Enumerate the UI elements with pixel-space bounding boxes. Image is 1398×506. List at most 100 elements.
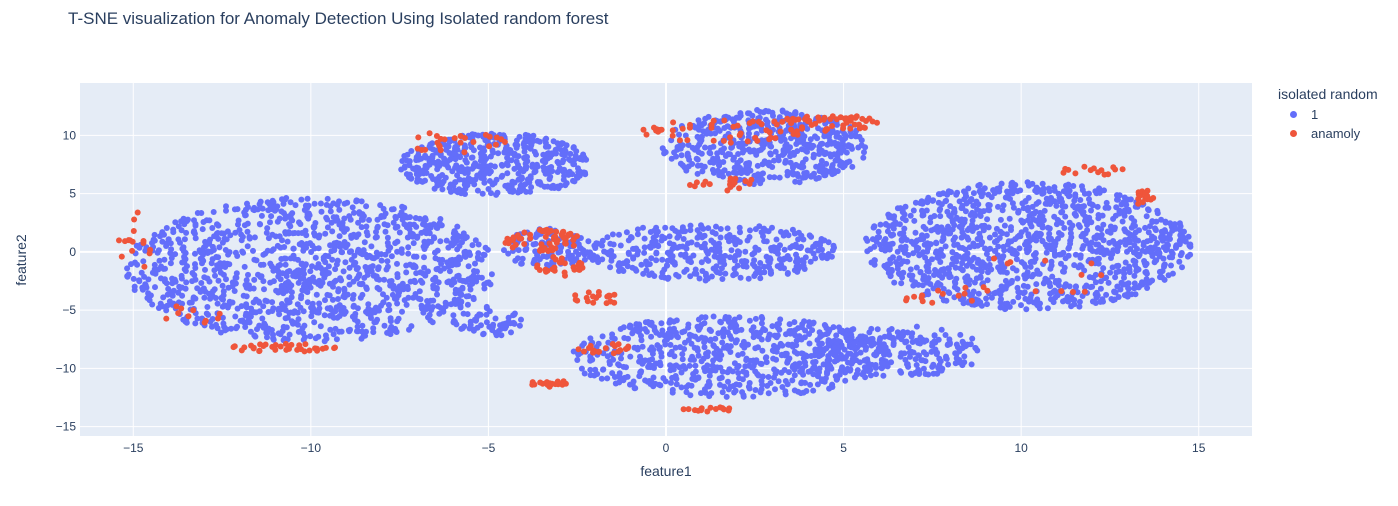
data-point	[516, 186, 523, 193]
data-point	[684, 137, 691, 144]
data-point	[688, 340, 695, 347]
data-point	[167, 260, 174, 267]
data-point	[345, 327, 352, 334]
data-point	[407, 278, 414, 285]
data-point	[452, 256, 459, 263]
data-point	[461, 149, 468, 156]
data-point	[546, 176, 553, 182]
data-point	[794, 131, 801, 138]
data-point	[159, 230, 165, 237]
data-point	[615, 361, 622, 368]
data-point	[393, 328, 400, 335]
data-point	[682, 253, 689, 260]
data-point	[653, 249, 660, 256]
data-point	[933, 239, 940, 246]
data-point	[363, 308, 369, 315]
data-point	[712, 367, 719, 374]
data-point	[908, 348, 915, 355]
data-point	[1099, 296, 1106, 303]
data-point	[1150, 245, 1157, 252]
data-point	[948, 189, 954, 196]
data-point	[540, 253, 547, 260]
data-point	[737, 229, 743, 236]
data-point	[1049, 273, 1056, 280]
data-point	[1132, 222, 1138, 229]
data-point	[800, 371, 807, 378]
data-point	[681, 346, 688, 352]
data-point	[819, 140, 826, 147]
data-point	[1094, 256, 1101, 262]
data-point	[452, 144, 459, 150]
data-point	[973, 198, 980, 205]
data-point	[791, 319, 798, 326]
data-point	[730, 272, 737, 279]
data-point	[1116, 192, 1123, 199]
data-point	[562, 272, 568, 279]
data-point	[481, 179, 488, 186]
data-point	[741, 258, 748, 264]
data-point	[647, 229, 654, 235]
data-point	[969, 263, 976, 270]
data-point	[794, 363, 801, 370]
data-point	[887, 272, 894, 279]
data-point	[344, 199, 351, 206]
data-point	[209, 225, 216, 231]
data-point	[206, 290, 212, 297]
data-point	[953, 191, 960, 198]
data-point	[1053, 202, 1060, 209]
data-point	[333, 336, 340, 343]
data-point	[1030, 216, 1037, 223]
data-point	[557, 248, 564, 255]
data-point	[1121, 266, 1128, 273]
data-point	[934, 370, 941, 377]
data-point	[807, 381, 814, 388]
data-point	[599, 333, 606, 340]
data-point	[241, 222, 248, 229]
data-point	[995, 203, 1001, 210]
data-point	[300, 243, 307, 250]
data-point	[834, 143, 841, 150]
data-point	[380, 299, 387, 306]
data-point	[495, 150, 502, 157]
data-point	[684, 150, 691, 157]
data-point	[923, 337, 930, 344]
data-point	[426, 311, 433, 318]
data-point	[234, 323, 241, 330]
data-point	[643, 328, 650, 335]
data-point	[356, 271, 363, 278]
data-point	[712, 130, 719, 137]
data-point	[534, 262, 541, 269]
data-point	[796, 179, 803, 186]
data-point	[750, 393, 757, 400]
data-point	[1061, 283, 1068, 290]
data-point	[978, 302, 985, 309]
data-point	[616, 370, 623, 377]
data-point	[374, 216, 381, 223]
data-point	[1159, 274, 1165, 281]
data-point	[629, 264, 636, 271]
data-point	[695, 316, 702, 323]
data-point	[522, 135, 529, 142]
data-point	[828, 253, 835, 260]
data-point	[220, 271, 227, 278]
data-point	[380, 291, 386, 298]
data-point	[457, 139, 464, 146]
data-point	[736, 314, 743, 321]
data-point	[381, 221, 388, 228]
data-point	[490, 149, 497, 156]
data-point	[824, 330, 831, 337]
data-point	[441, 159, 448, 166]
data-point	[470, 272, 477, 279]
data-point	[599, 237, 606, 244]
data-point	[183, 279, 190, 286]
data-point	[641, 235, 648, 242]
data-point	[494, 189, 501, 196]
data-point	[940, 286, 947, 292]
data-point	[156, 257, 163, 264]
data-point	[672, 344, 679, 351]
data-point	[393, 295, 400, 302]
data-point	[912, 229, 919, 236]
data-point	[736, 224, 743, 231]
data-point	[436, 180, 442, 187]
